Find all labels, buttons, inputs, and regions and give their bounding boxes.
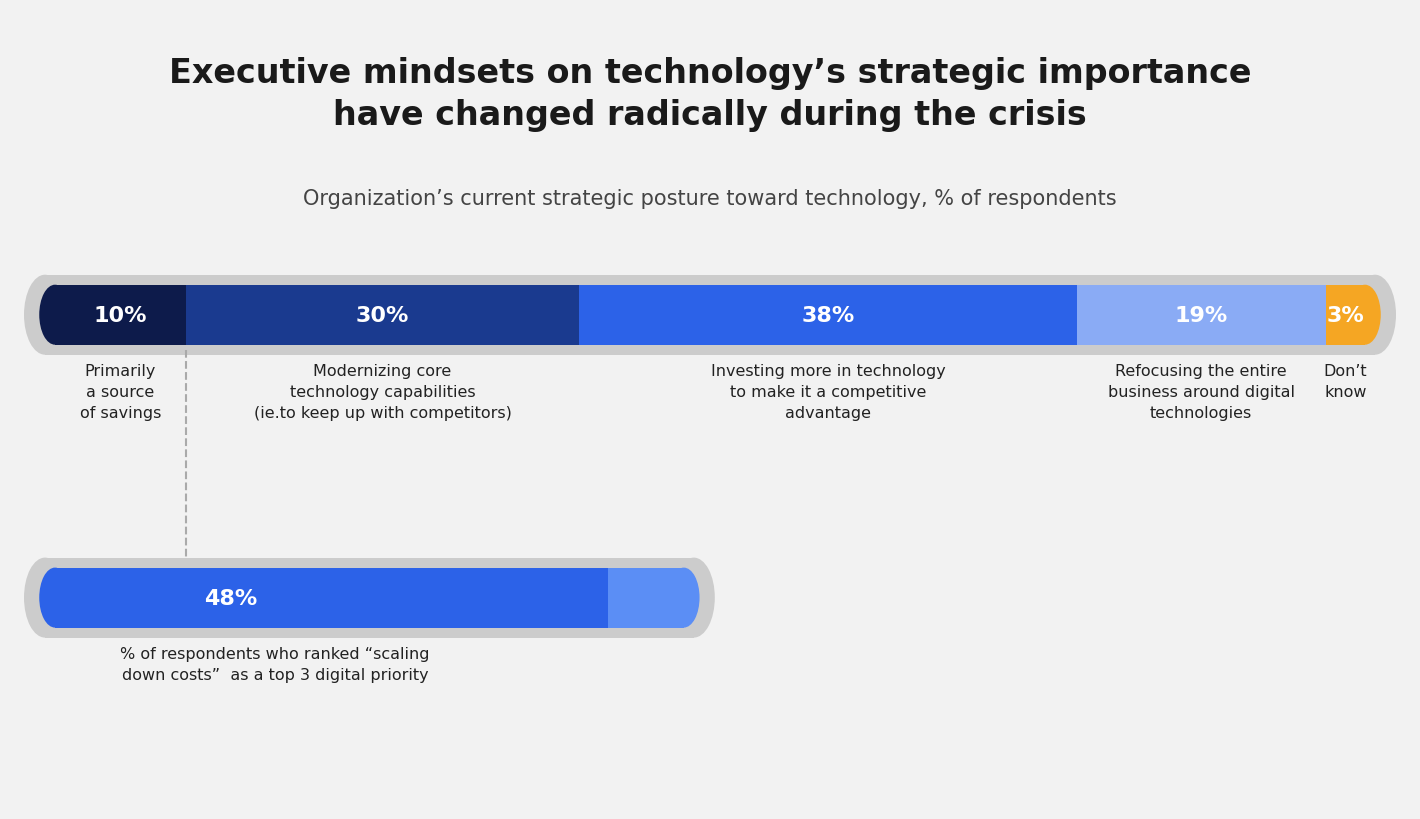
Text: 19%: 19% bbox=[1174, 305, 1228, 325]
Bar bbox=[1076, 285, 1326, 346]
Text: 38%: 38% bbox=[801, 305, 855, 325]
Text: Investing more in technology
to make it a competitive
advantage: Investing more in technology to make it … bbox=[710, 364, 946, 420]
Bar bbox=[608, 568, 684, 628]
Ellipse shape bbox=[673, 558, 714, 638]
Ellipse shape bbox=[24, 275, 65, 355]
Bar bbox=[55, 568, 684, 628]
Bar bbox=[1326, 285, 1365, 346]
Text: 3%: 3% bbox=[1326, 305, 1365, 325]
Text: Modernizing core
technology capabilities
(ie.to keep up with competitors): Modernizing core technology capabilities… bbox=[254, 364, 511, 420]
Ellipse shape bbox=[40, 285, 71, 346]
Bar bbox=[45, 558, 694, 638]
Text: Don’t
know: Don’t know bbox=[1323, 364, 1367, 399]
Text: Organization’s current strategic posture toward technology, % of respondents: Organization’s current strategic posture… bbox=[304, 188, 1116, 208]
Text: 10%: 10% bbox=[94, 305, 148, 325]
Bar bbox=[579, 285, 1076, 346]
Text: Primarily
a source
of savings: Primarily a source of savings bbox=[80, 364, 162, 420]
Text: Refocusing the entire
business around digital
technologies: Refocusing the entire business around di… bbox=[1108, 364, 1295, 420]
Ellipse shape bbox=[667, 568, 700, 628]
Ellipse shape bbox=[24, 558, 65, 638]
Text: Executive mindsets on technology’s strategic importance
have changed radically d: Executive mindsets on technology’s strat… bbox=[169, 57, 1251, 133]
Ellipse shape bbox=[1355, 275, 1396, 355]
Bar bbox=[55, 285, 186, 346]
Ellipse shape bbox=[1349, 285, 1380, 346]
Text: 30%: 30% bbox=[356, 305, 409, 325]
Text: 48%: 48% bbox=[204, 588, 257, 608]
Bar bbox=[186, 285, 579, 346]
Ellipse shape bbox=[40, 568, 71, 628]
Text: % of respondents who ranked “scaling
down costs”  as a top 3 digital priority: % of respondents who ranked “scaling dow… bbox=[121, 646, 430, 681]
Bar bbox=[45, 275, 1375, 355]
